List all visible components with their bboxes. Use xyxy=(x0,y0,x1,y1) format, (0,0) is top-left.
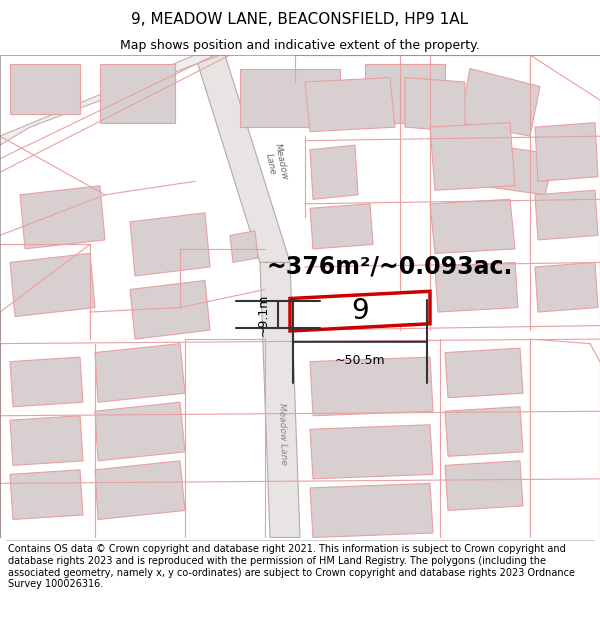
Text: 9, MEADOW LANE, BEACONSFIELD, HP9 1AL: 9, MEADOW LANE, BEACONSFIELD, HP9 1AL xyxy=(131,12,469,27)
Polygon shape xyxy=(10,64,80,114)
Polygon shape xyxy=(535,262,598,312)
Polygon shape xyxy=(310,145,358,199)
Polygon shape xyxy=(130,213,210,276)
Polygon shape xyxy=(290,291,430,331)
Polygon shape xyxy=(0,55,220,145)
Polygon shape xyxy=(260,262,300,538)
Polygon shape xyxy=(445,407,523,456)
Polygon shape xyxy=(95,461,185,519)
Polygon shape xyxy=(240,69,340,127)
Polygon shape xyxy=(10,470,83,519)
Text: 9: 9 xyxy=(351,297,369,325)
Polygon shape xyxy=(305,78,395,132)
Polygon shape xyxy=(100,64,175,122)
Polygon shape xyxy=(20,186,105,249)
Polygon shape xyxy=(10,253,95,316)
Polygon shape xyxy=(10,357,83,407)
Polygon shape xyxy=(310,425,433,479)
Text: Meadow Lane: Meadow Lane xyxy=(277,402,289,465)
Text: ~376m²/~0.093ac.: ~376m²/~0.093ac. xyxy=(267,255,513,279)
Polygon shape xyxy=(95,344,185,402)
Polygon shape xyxy=(310,204,373,249)
Text: ~50.5m: ~50.5m xyxy=(335,354,385,367)
Text: Meadow
Lane: Meadow Lane xyxy=(263,143,289,184)
Polygon shape xyxy=(445,461,523,511)
Polygon shape xyxy=(535,122,598,181)
Polygon shape xyxy=(445,348,523,398)
Polygon shape xyxy=(480,145,555,195)
Polygon shape xyxy=(430,122,515,190)
Text: ~9.1m: ~9.1m xyxy=(257,294,270,336)
Polygon shape xyxy=(430,199,515,253)
Text: Contains OS data © Crown copyright and database right 2021. This information is : Contains OS data © Crown copyright and d… xyxy=(8,544,575,589)
Polygon shape xyxy=(435,262,518,312)
Polygon shape xyxy=(365,64,445,122)
Polygon shape xyxy=(10,416,83,466)
Polygon shape xyxy=(95,402,185,461)
Polygon shape xyxy=(310,483,433,538)
Polygon shape xyxy=(195,55,290,262)
Polygon shape xyxy=(310,357,433,416)
Polygon shape xyxy=(535,190,598,240)
Polygon shape xyxy=(460,69,540,136)
Text: Map shows position and indicative extent of the property.: Map shows position and indicative extent… xyxy=(120,39,480,51)
Polygon shape xyxy=(405,78,465,132)
Polygon shape xyxy=(130,281,210,339)
Polygon shape xyxy=(230,231,258,262)
